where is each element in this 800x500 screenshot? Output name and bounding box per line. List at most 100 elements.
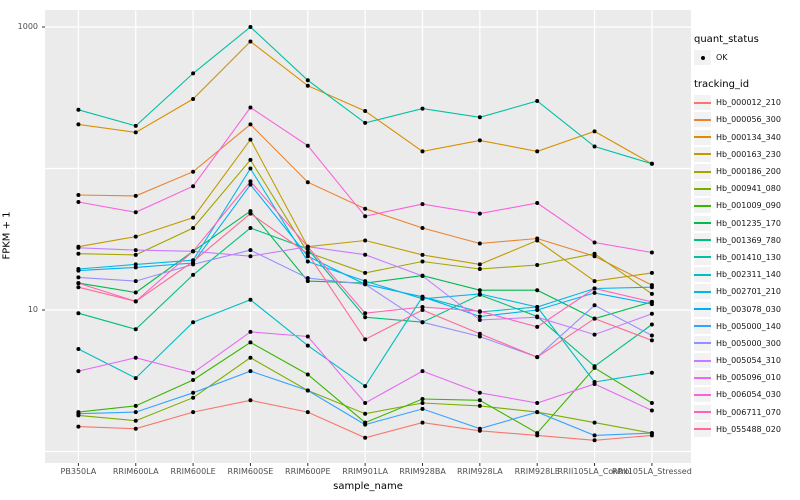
legend-color-line bbox=[694, 273, 711, 276]
data-point bbox=[592, 382, 597, 386]
legend-item-Hb_006054_030: Hb_006054_030 bbox=[694, 386, 800, 403]
data-point bbox=[248, 226, 253, 230]
data-point bbox=[191, 410, 196, 415]
legend-item-label: Hb_005096_010 bbox=[716, 373, 781, 383]
legend-color-line bbox=[694, 393, 711, 396]
data-point bbox=[363, 109, 368, 113]
data-point bbox=[248, 166, 253, 171]
data-point bbox=[133, 234, 138, 239]
data-point bbox=[592, 129, 597, 134]
legend-item-Hb_001009_090: Hb_001009_090 bbox=[694, 197, 800, 214]
data-point bbox=[248, 25, 253, 29]
legend-key-box bbox=[694, 335, 711, 351]
legend-item-label: Hb_005054_310 bbox=[716, 356, 781, 366]
legend-item-label: Hb_055488_020 bbox=[716, 424, 781, 434]
data-point bbox=[305, 343, 310, 348]
data-point bbox=[305, 276, 310, 281]
legend-color-line bbox=[694, 136, 711, 139]
x-tick-label: RRIM600LE bbox=[170, 467, 216, 476]
data-point bbox=[76, 122, 81, 127]
data-point bbox=[191, 390, 196, 395]
legend-item-Hb_005096_010: Hb_005096_010 bbox=[694, 369, 800, 386]
legend-quant-status-items: OK bbox=[694, 49, 800, 66]
data-point bbox=[305, 279, 310, 284]
data-point bbox=[535, 149, 540, 154]
data-point bbox=[76, 193, 81, 197]
legend-color-line bbox=[694, 170, 711, 173]
data-point bbox=[133, 290, 138, 295]
legend-key-box bbox=[694, 404, 711, 420]
legend-color-line bbox=[694, 359, 711, 362]
legend-key-box bbox=[694, 50, 711, 66]
legend-key-box bbox=[694, 215, 711, 231]
legend-color-line bbox=[694, 187, 711, 190]
legend-color-line bbox=[694, 428, 711, 431]
data-point bbox=[248, 122, 253, 127]
data-point bbox=[535, 288, 540, 293]
data-point bbox=[133, 252, 138, 257]
data-point bbox=[248, 398, 253, 403]
data-point bbox=[133, 193, 138, 198]
legend-item-label: Hb_001410_130 bbox=[716, 252, 781, 262]
data-point bbox=[191, 259, 196, 264]
data-point bbox=[649, 370, 654, 375]
data-point bbox=[76, 311, 81, 316]
y-tick-label: 10 bbox=[27, 305, 38, 314]
data-point bbox=[477, 309, 482, 314]
data-point bbox=[363, 252, 368, 257]
legend-item-label: Hb_000941_080 bbox=[716, 184, 781, 194]
data-point bbox=[420, 226, 425, 230]
legend-key-box bbox=[694, 232, 711, 248]
data-point bbox=[305, 410, 310, 415]
data-point bbox=[420, 149, 425, 154]
data-point bbox=[305, 251, 310, 256]
data-point bbox=[133, 279, 138, 284]
x-tick-label: RRIM600PE bbox=[285, 467, 331, 476]
data-point bbox=[305, 388, 310, 393]
x-tick-label: RRIM600SE bbox=[227, 467, 274, 476]
data-point bbox=[649, 408, 654, 413]
legend-key-box bbox=[694, 284, 711, 300]
data-point bbox=[649, 291, 654, 296]
data-point bbox=[191, 215, 196, 220]
legend-color-line bbox=[694, 118, 711, 121]
y-tick-label: 1000 bbox=[17, 22, 38, 31]
legend-key-box bbox=[694, 249, 711, 265]
legend-title-tracking-id: tracking_id bbox=[694, 79, 750, 91]
legend-item-Hb_005000_300: Hb_005000_300 bbox=[694, 335, 800, 352]
x-tick-label: RRIM901LA bbox=[342, 467, 389, 476]
data-point bbox=[477, 426, 482, 431]
data-point bbox=[477, 403, 482, 408]
data-point bbox=[133, 376, 138, 381]
data-point bbox=[477, 291, 482, 296]
data-point bbox=[248, 179, 253, 184]
data-point bbox=[191, 249, 196, 254]
data-point bbox=[592, 316, 597, 321]
legend-item-Hb_055488_020: Hb_055488_020 bbox=[694, 421, 800, 438]
data-point bbox=[592, 364, 597, 369]
data-point bbox=[248, 157, 253, 162]
data-point bbox=[420, 305, 425, 309]
legend-key-box bbox=[694, 95, 711, 111]
data-point bbox=[76, 347, 81, 351]
legend-item-label: Hb_003078_030 bbox=[716, 304, 781, 314]
data-point bbox=[649, 299, 654, 304]
data-point bbox=[477, 262, 482, 267]
legend-key-box bbox=[694, 129, 711, 145]
data-point bbox=[248, 297, 253, 302]
legend-item-Hb_006711_070: Hb_006711_070 bbox=[694, 404, 800, 421]
legend-color-line bbox=[694, 325, 711, 328]
data-point bbox=[420, 202, 425, 207]
data-point bbox=[420, 406, 425, 411]
legend-item-label: Hb_000163_230 bbox=[716, 149, 781, 159]
data-point bbox=[191, 320, 196, 325]
data-point bbox=[649, 333, 654, 338]
legend-key-box bbox=[694, 112, 711, 128]
data-point bbox=[76, 107, 81, 112]
data-point bbox=[133, 426, 138, 431]
data-point bbox=[248, 340, 253, 345]
legend-item-label: Hb_002701_210 bbox=[716, 287, 781, 297]
legend-key-box bbox=[694, 198, 711, 214]
legend-color-line bbox=[694, 204, 711, 207]
